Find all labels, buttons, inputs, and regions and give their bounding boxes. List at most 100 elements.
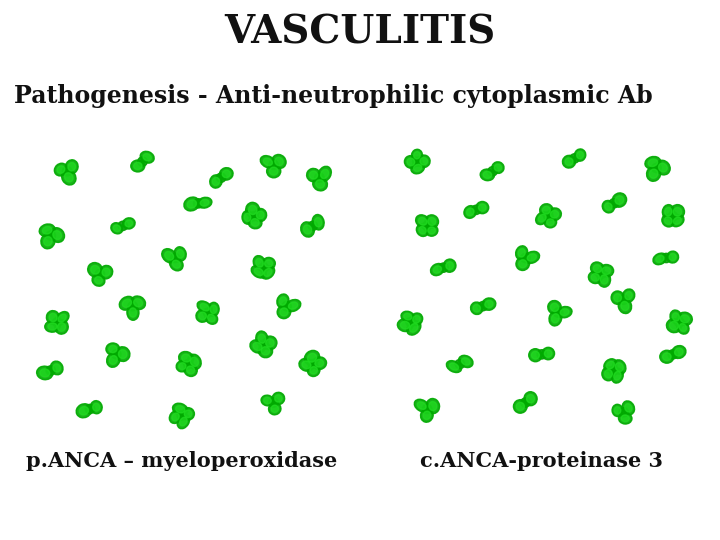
Ellipse shape <box>305 350 320 365</box>
Ellipse shape <box>612 404 623 416</box>
Ellipse shape <box>111 222 123 234</box>
Ellipse shape <box>76 404 91 418</box>
Circle shape <box>259 340 269 349</box>
Circle shape <box>53 318 62 327</box>
Ellipse shape <box>540 204 553 217</box>
Ellipse shape <box>462 358 470 365</box>
Ellipse shape <box>611 291 624 305</box>
Ellipse shape <box>675 348 683 356</box>
Circle shape <box>85 404 95 414</box>
Ellipse shape <box>251 219 259 226</box>
Ellipse shape <box>176 361 189 372</box>
Circle shape <box>619 408 629 417</box>
Ellipse shape <box>613 372 621 380</box>
Ellipse shape <box>591 274 599 281</box>
Ellipse shape <box>42 226 52 234</box>
Ellipse shape <box>58 314 66 322</box>
Ellipse shape <box>134 299 143 307</box>
Circle shape <box>662 253 671 262</box>
Ellipse shape <box>546 219 554 226</box>
Ellipse shape <box>174 247 186 261</box>
Circle shape <box>668 350 678 359</box>
Ellipse shape <box>405 156 418 168</box>
Ellipse shape <box>544 217 557 228</box>
Ellipse shape <box>131 160 145 172</box>
Ellipse shape <box>37 366 53 380</box>
Circle shape <box>95 269 104 279</box>
Ellipse shape <box>615 196 624 204</box>
Circle shape <box>259 263 269 272</box>
Ellipse shape <box>425 215 438 228</box>
Ellipse shape <box>256 259 264 267</box>
Ellipse shape <box>177 414 189 429</box>
Ellipse shape <box>415 215 430 228</box>
Circle shape <box>521 253 530 262</box>
Ellipse shape <box>677 321 689 334</box>
Ellipse shape <box>277 305 291 319</box>
Ellipse shape <box>272 392 284 404</box>
Ellipse shape <box>483 171 492 178</box>
Ellipse shape <box>261 395 274 406</box>
Ellipse shape <box>50 228 65 242</box>
Ellipse shape <box>312 177 328 191</box>
Ellipse shape <box>122 299 132 307</box>
Ellipse shape <box>544 350 552 357</box>
Circle shape <box>128 301 138 311</box>
Circle shape <box>423 404 432 414</box>
Ellipse shape <box>662 205 674 219</box>
Ellipse shape <box>679 323 687 332</box>
Ellipse shape <box>271 405 279 413</box>
Ellipse shape <box>275 157 283 166</box>
Text: c.ANCA-proteinase 3: c.ANCA-proteinase 3 <box>420 451 663 471</box>
Circle shape <box>112 350 121 359</box>
Ellipse shape <box>577 151 583 159</box>
Circle shape <box>609 366 618 375</box>
Circle shape <box>63 166 72 176</box>
Ellipse shape <box>196 309 209 322</box>
Ellipse shape <box>261 266 274 279</box>
Ellipse shape <box>412 149 423 161</box>
Ellipse shape <box>513 400 527 413</box>
Ellipse shape <box>665 217 672 225</box>
Ellipse shape <box>197 197 212 208</box>
Ellipse shape <box>431 264 444 275</box>
Ellipse shape <box>200 303 210 311</box>
Ellipse shape <box>605 203 612 211</box>
Ellipse shape <box>210 175 222 188</box>
Circle shape <box>282 301 292 311</box>
Ellipse shape <box>550 211 559 218</box>
Ellipse shape <box>266 339 274 347</box>
Ellipse shape <box>621 301 629 310</box>
Ellipse shape <box>210 305 217 314</box>
Ellipse shape <box>602 367 615 381</box>
Ellipse shape <box>531 352 539 359</box>
Ellipse shape <box>258 334 266 343</box>
Ellipse shape <box>120 296 135 310</box>
Ellipse shape <box>254 208 266 221</box>
Ellipse shape <box>62 170 76 185</box>
Ellipse shape <box>312 214 324 230</box>
Ellipse shape <box>279 297 287 305</box>
Ellipse shape <box>46 310 60 325</box>
Ellipse shape <box>181 408 194 420</box>
Ellipse shape <box>91 401 102 414</box>
Ellipse shape <box>143 154 151 161</box>
Ellipse shape <box>618 299 631 314</box>
Ellipse shape <box>647 166 661 181</box>
Ellipse shape <box>272 154 286 168</box>
Ellipse shape <box>170 258 183 271</box>
Ellipse shape <box>134 163 142 170</box>
Ellipse shape <box>410 323 418 332</box>
Ellipse shape <box>473 305 480 312</box>
Ellipse shape <box>612 193 626 207</box>
Ellipse shape <box>656 255 664 262</box>
Circle shape <box>438 263 449 272</box>
Ellipse shape <box>551 303 559 312</box>
Ellipse shape <box>401 311 415 322</box>
Ellipse shape <box>264 268 272 276</box>
Ellipse shape <box>418 402 426 409</box>
Ellipse shape <box>275 395 282 402</box>
Ellipse shape <box>464 206 477 218</box>
Ellipse shape <box>600 275 608 284</box>
Ellipse shape <box>65 173 73 182</box>
